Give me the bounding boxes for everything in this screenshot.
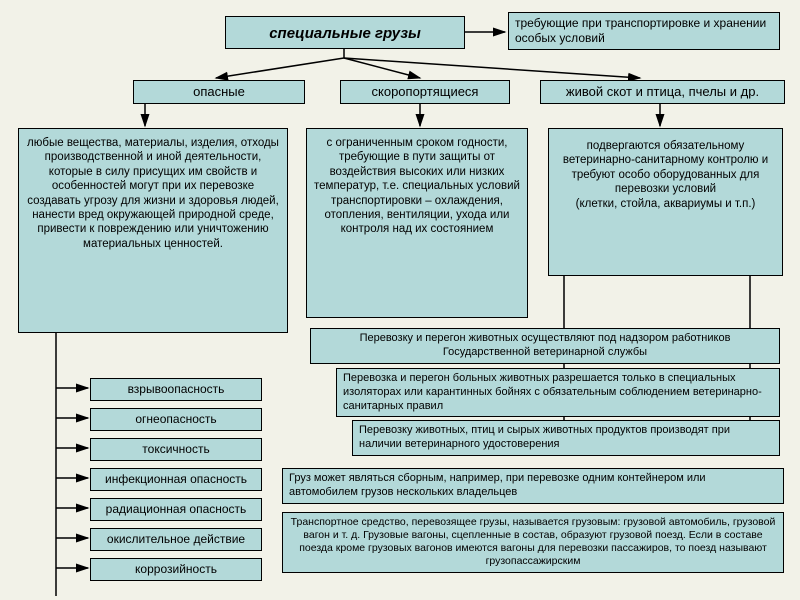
hazard-infectious: инфекционная опасность bbox=[90, 468, 262, 491]
desc-livestock: подвергаются обязательному ветеринарно-с… bbox=[548, 128, 783, 276]
note-freight-vehicle: Транспортное средство, перевозящее грузы… bbox=[282, 512, 784, 573]
note-consolidated-cargo: Груз может являться сборным, например, п… bbox=[282, 468, 784, 504]
category-dangerous: опасные bbox=[133, 80, 305, 104]
desc-dangerous: любые вещества, материалы, изделия, отхо… bbox=[18, 128, 288, 333]
note-vet-certificate: Перевозку животных, птиц и сырых животны… bbox=[352, 420, 780, 456]
note-vet-supervision: Перевозку и перегон животных осуществляю… bbox=[310, 328, 780, 364]
hazard-explosive: взрывоопасность bbox=[90, 378, 262, 401]
desc-perishable: с ограниченным сроком годности, требующи… bbox=[306, 128, 528, 318]
note-sick-animals: Перевозка и перегон больных животных раз… bbox=[336, 368, 780, 417]
hazard-fire: огнеопасность bbox=[90, 408, 262, 431]
root-side-note: требующие при транспортировке и хранении… bbox=[508, 12, 780, 50]
hazard-oxidizing: окислительное действие bbox=[90, 528, 262, 551]
hazard-radiation: радиационная опасность bbox=[90, 498, 262, 521]
category-perishable: скоропортящиеся bbox=[340, 80, 510, 104]
root-title: специальные грузы bbox=[225, 16, 465, 49]
hazard-toxic: токсичность bbox=[90, 438, 262, 461]
hazard-corrosive: коррозийность bbox=[90, 558, 262, 581]
category-livestock: живой скот и птица, пчелы и др. bbox=[540, 80, 785, 104]
